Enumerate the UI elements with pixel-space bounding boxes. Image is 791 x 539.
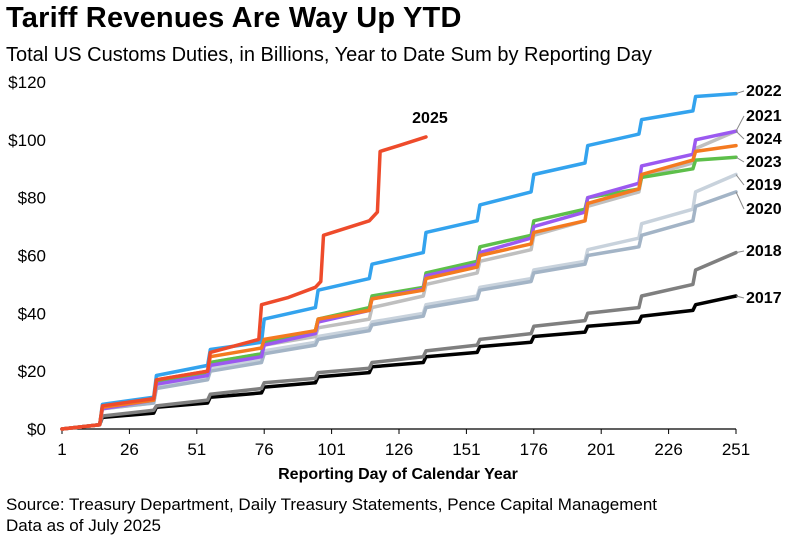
series-label-2017: 2017: [746, 290, 782, 307]
series-label-2020: 2020: [746, 201, 782, 218]
y-tick-label: $80: [18, 189, 46, 208]
y-tick-label: $120: [8, 73, 46, 92]
chart-subtitle: Total US Customs Duties, in Billions, Ye…: [6, 44, 652, 66]
series-label-2023: 2023: [746, 154, 782, 171]
x-tick-label: 176: [520, 440, 548, 459]
data-date-line: Data as of July 2025: [6, 516, 161, 535]
leader-line: [735, 295, 745, 299]
x-tick-label: 201: [587, 440, 615, 459]
leader-line: [735, 90, 745, 95]
series-label-2018: 2018: [746, 243, 782, 260]
y-tick-label: $20: [18, 362, 46, 381]
y-tick-label: $60: [18, 247, 46, 266]
leader-line: [735, 250, 745, 254]
x-tick-label: 251: [722, 440, 750, 459]
x-tick-label: 26: [120, 440, 139, 459]
y-tick-label: $0: [27, 420, 46, 439]
leader-line: [735, 115, 745, 132]
x-tick-label: 226: [654, 440, 682, 459]
leader-line: [735, 130, 745, 140]
series-lines: [60, 91, 738, 431]
series-label-2025: 2025: [412, 110, 448, 127]
x-axis-title: Reporting Day of Calendar Year: [278, 466, 518, 483]
series-line-2022: [60, 91, 738, 431]
x-tick-label: 101: [317, 440, 345, 459]
series-line-2018: [60, 250, 738, 431]
source-line: Source: Treasury Department, Daily Treas…: [6, 495, 658, 514]
series-line-2020: [60, 190, 738, 431]
series-label-2022: 2022: [746, 83, 782, 100]
series-label-2024: 2024: [746, 131, 782, 148]
axes: 1 26 51 76 101 126 151 176 201 226 251$0$20$40$60$…: [8, 73, 750, 459]
leader-line: [735, 174, 745, 186]
x-tick-label: 51: [187, 440, 206, 459]
y-tick-label: $100: [8, 131, 46, 150]
series-label-2019: 2019: [746, 177, 782, 194]
x-tick-label: 126: [385, 440, 413, 459]
leader-line: [735, 156, 745, 163]
series-label-2021: 2021: [746, 108, 782, 125]
x-tick-label: 1: [57, 440, 66, 459]
x-tick-label: 151: [452, 440, 480, 459]
y-tick-label: $40: [18, 304, 46, 323]
line-chart: 1 26 51 76 101 126 151 176 201 226 251$0$20$40$60$…: [8, 73, 782, 483]
chart-title: Tariff Revenues Are Way Up YTD: [6, 2, 462, 34]
leader-line: [735, 191, 745, 210]
series-line-2025: [60, 135, 428, 431]
source-note: Source: Treasury Department, Daily Treas…: [6, 494, 657, 536]
x-tick-label: 76: [255, 440, 274, 459]
series-line-2024: [60, 129, 738, 431]
series-labels: 2022 2021 2024 2023 2019 2020 2018 2017 2025: [412, 83, 782, 307]
